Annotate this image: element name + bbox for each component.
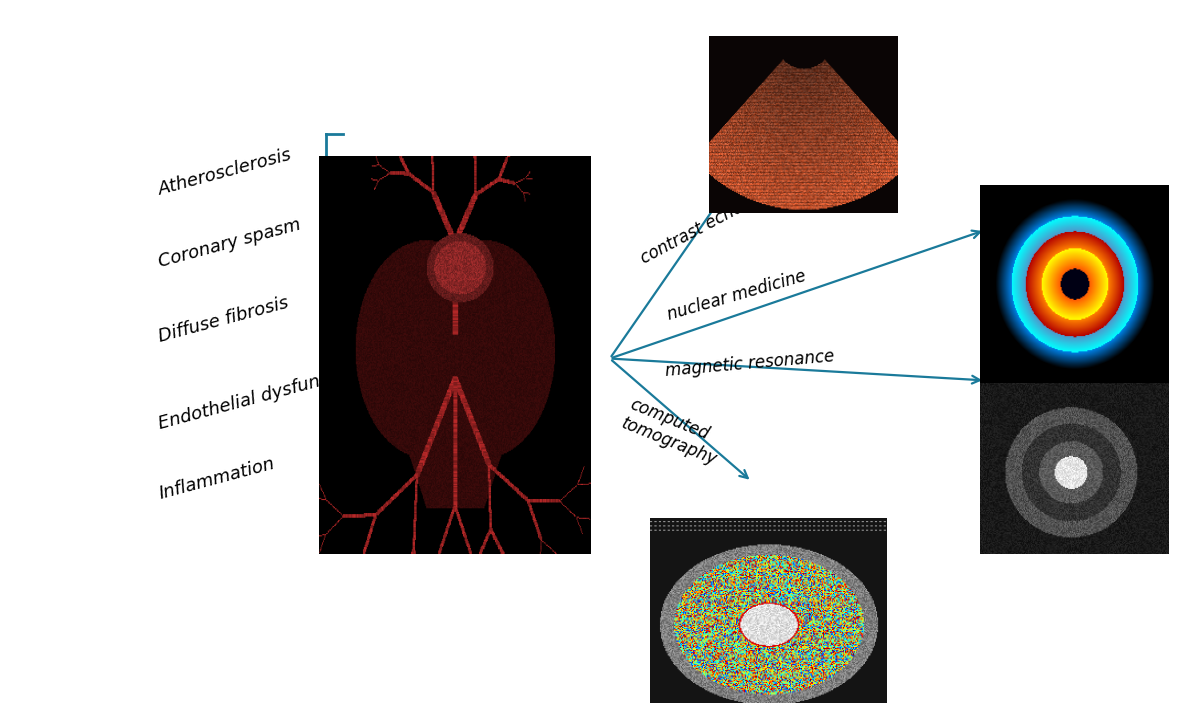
Text: Coronary spasm: Coronary spasm (157, 216, 304, 271)
Text: magnetic resonance: magnetic resonance (665, 348, 835, 381)
Text: Atherosclerosis: Atherosclerosis (157, 146, 294, 200)
Text: Diffuse fibrosis: Diffuse fibrosis (157, 294, 291, 346)
Text: Inflammation: Inflammation (157, 454, 276, 503)
Text: contrast echo: contrast echo (638, 198, 746, 268)
Text: nuclear medicine: nuclear medicine (665, 267, 808, 324)
Text: Endothelial dysfunction: Endothelial dysfunction (157, 361, 365, 433)
Text: computed
tomography: computed tomography (619, 395, 727, 469)
